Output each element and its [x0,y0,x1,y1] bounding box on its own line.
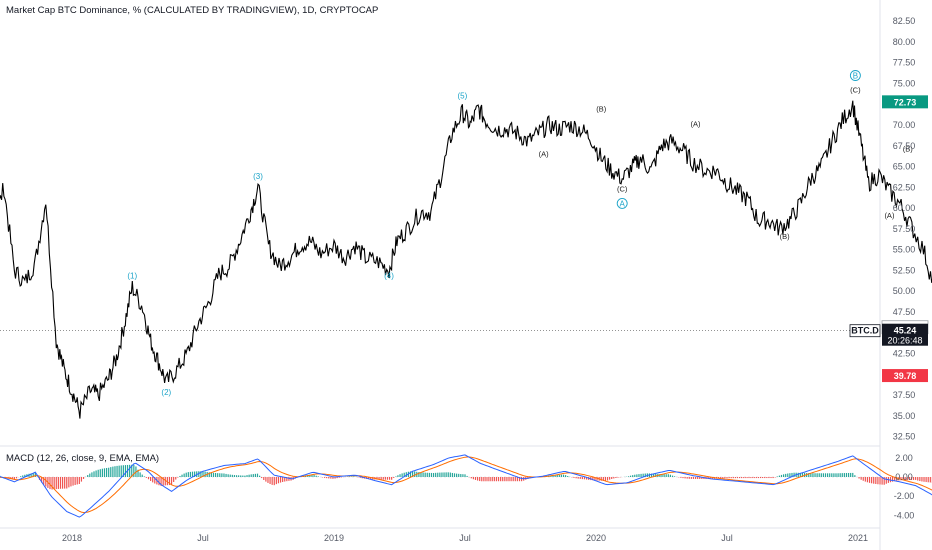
price-tick-label: 75.00 [893,78,916,88]
price-tick-label: 82.50 [893,16,916,26]
price-line [0,100,932,419]
wave-label: B [853,72,858,81]
wave-label: (2) [161,388,171,397]
macd-tick-label: 2.00 [895,453,913,463]
time-tick-label: 2020 [586,533,606,543]
wave-label: (A) [691,120,702,129]
symbol-label: BTC.D [851,326,879,336]
price-series [0,100,932,419]
wave-label: (C) [850,86,861,95]
macd-pane [0,454,932,518]
wave-label: (B) [596,105,607,114]
time-tick-label: 2019 [324,533,344,543]
macd-tick-label: -4.00 [894,510,915,520]
wave-label: (5) [457,91,467,100]
price-tick-label: 62.50 [893,182,916,192]
macd-tick-label: 0.00 [895,472,913,482]
price-tag [882,95,928,109]
price-tick-label: 37.50 [893,390,916,400]
wave-circle [616,197,628,209]
time-tick-label: Jul [197,533,209,543]
wave-circle [849,70,861,81]
macd-line [0,454,932,518]
price-tick-label: 67.50 [893,141,916,151]
price-tick-label: 35.00 [893,411,916,421]
wave-label: (B) [903,145,914,154]
wave-label: (A) [884,211,895,220]
wave-label: (3) [253,172,263,181]
time-tick-label: 2021 [848,533,868,543]
wave-label: (B) [780,232,791,241]
long-position-tool[interactable] [0,102,932,376]
elliott-wave-labels: (1) (2) (3) (4) (5) (A) (B) (C) A (A) (B) (C) B (B) (A… [127,70,914,397]
price-tick-label: 50.00 [893,286,916,296]
time-tick-label: Jul [459,533,471,543]
price-tag-label: 72.73 [894,97,917,107]
price-tick-label: 42.50 [893,348,916,358]
price-tick-label: 52.50 [893,265,916,275]
price-tick-label: 80.00 [893,37,916,47]
current-price-value: 45.24 [894,326,917,336]
countdown-timer: 20:26:48 [887,336,922,346]
time-tick-label: Jul [721,533,733,543]
price-tick-label: 47.50 [893,307,916,317]
time-axis[interactable]: Jul2018Jul2019Jul2020Jul2021Jul2022Jul20… [0,533,932,543]
wave-label: (A) [539,150,550,159]
wave-label: (4) [384,272,394,281]
time-tick-label: 2018 [62,533,82,543]
symbol-badge [849,324,881,338]
current-price-tag [882,323,928,346]
macd-tick-label: -2.00 [894,491,915,501]
signal-line [0,456,932,514]
price-tag [882,369,928,383]
price-tick-label: 70.00 [893,120,916,130]
price-tick-label: 77.50 [893,58,916,68]
chart-title: Market Cap BTC Dominance, % (CALCULATED … [6,5,379,16]
price-tick-label: 32.50 [893,432,916,442]
price-tag-label: 39.78 [894,371,917,381]
price-tick-label: 57.50 [893,224,916,234]
price-tick-label: 60.00 [893,203,916,213]
axis-background [880,0,932,550]
wave-label: (1) [127,272,137,281]
macd-title: MACD (12, 26, close, 9, EMA, EMA) [6,453,160,464]
price-tick-label: 65.00 [893,162,916,172]
wave-label: A [620,199,626,208]
wave-label: (C) [617,184,628,193]
price-tick-label: 55.00 [893,245,916,255]
